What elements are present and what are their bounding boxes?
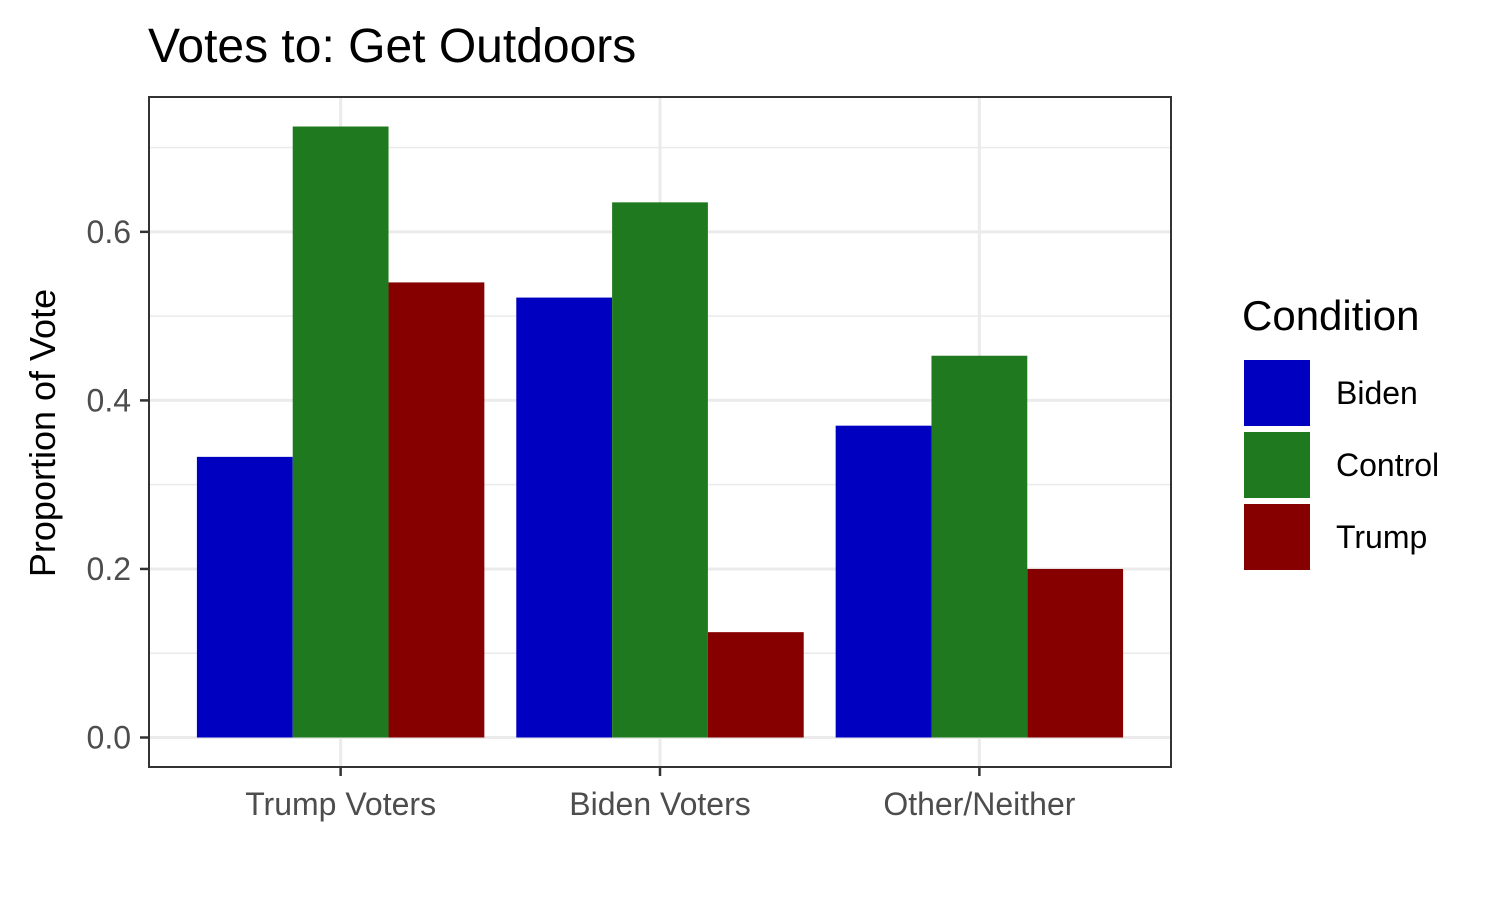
x-tick-label: Other/Neither [883,786,1075,822]
y-tick-label: 0.6 [87,214,131,250]
y-axis: 0.0 0.2 0.4 0.6 [87,214,149,756]
legend-key-trump [1244,504,1310,570]
x-tick-label: Trump Voters [245,786,436,822]
y-tick-label: 0.4 [87,382,131,418]
x-axis: Trump Voters Biden Voters Other/Neither [245,767,1076,822]
y-axis-title: Proportion of Vote [22,289,63,577]
bar-trump-3 [1027,569,1123,738]
bar-control-1 [293,126,389,737]
bar-trump-1 [389,282,485,737]
bar-control-2 [612,202,708,737]
legend-key-control [1244,432,1310,498]
bar-biden-2 [516,298,612,738]
legend-title: Condition [1242,292,1419,339]
bar-control-3 [931,356,1027,738]
y-tick-label: 0.0 [87,720,131,756]
legend-label-trump: Trump [1336,519,1427,555]
legend-label-control: Control [1336,447,1439,483]
plot-panel [149,97,1171,767]
x-tick-label: Biden Voters [569,786,750,822]
bar-trump-2 [708,632,804,737]
legend-key-biden [1244,360,1310,426]
bar-biden-1 [197,457,293,738]
bar-biden-3 [836,426,932,738]
legend: Condition Biden Control Trump [1242,292,1439,570]
legend-label-biden: Biden [1336,375,1418,411]
y-tick-label: 0.2 [87,551,131,587]
chart-title: Votes to: Get Outdoors [148,20,636,73]
